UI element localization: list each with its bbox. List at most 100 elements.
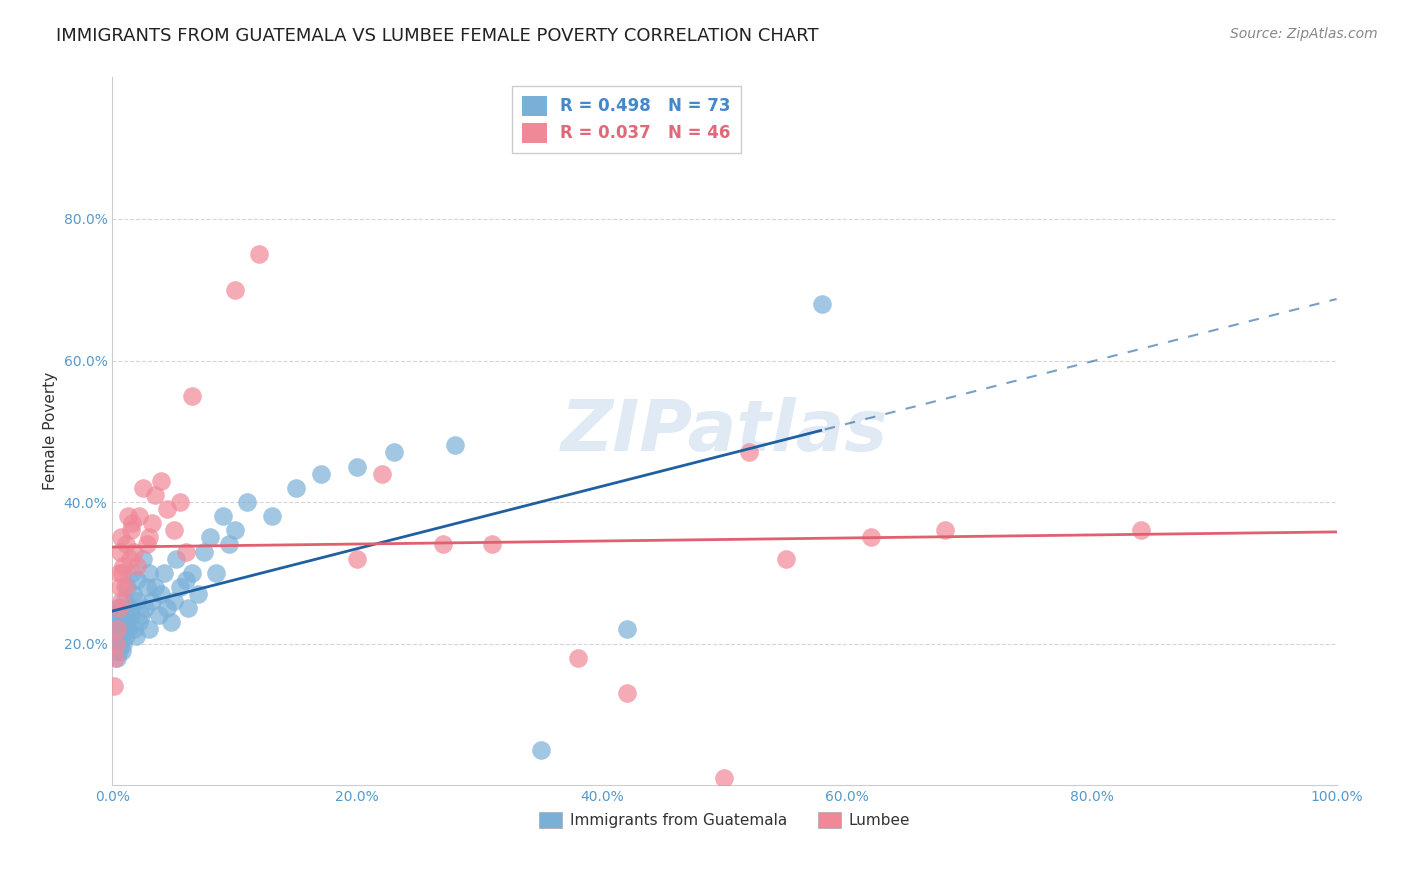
Point (444, 438, 467, 452)
Point (160, 615, 183, 630)
Point (382, 445, 405, 459)
Point (193, 544, 215, 558)
Point (153, 566, 176, 580)
Point (110, 530, 132, 544)
Point (143, 488, 166, 502)
Point (177, 601, 200, 615)
Point (224, 524, 246, 538)
Point (181, 566, 204, 580)
Point (124, 630, 146, 644)
Point (738, 445, 761, 459)
Point (247, 247, 270, 261)
Point (112, 623, 135, 637)
Point (181, 389, 204, 403)
Point (121, 566, 143, 580)
Point (121, 516, 143, 531)
Point (162, 594, 184, 608)
Point (124, 544, 146, 558)
Point (112, 636, 135, 650)
Text: Source: ZipAtlas.com: Source: ZipAtlas.com (1230, 27, 1378, 41)
Point (211, 509, 233, 524)
Point (120, 608, 142, 623)
Point (616, 686, 638, 700)
Point (107, 608, 129, 623)
Point (165, 551, 187, 566)
Point (111, 615, 134, 630)
Point (346, 459, 368, 474)
Point (150, 474, 173, 488)
Point (616, 623, 638, 637)
Point (110, 630, 132, 644)
Y-axis label: Female Poverty: Female Poverty (44, 372, 58, 491)
Point (236, 495, 259, 509)
Point (218, 537, 240, 551)
Point (224, 283, 246, 297)
Point (120, 524, 142, 538)
Point (169, 580, 191, 594)
Point (110, 594, 132, 608)
Point (111, 643, 134, 657)
Point (108, 580, 131, 594)
Point (135, 580, 157, 594)
Point (125, 573, 148, 587)
Point (104, 623, 127, 637)
Point (105, 636, 128, 650)
Point (128, 615, 150, 630)
Point (105, 615, 128, 630)
Point (114, 594, 136, 608)
Point (115, 615, 138, 630)
Point (107, 623, 129, 637)
Point (128, 509, 150, 524)
Point (530, 742, 553, 756)
Point (103, 679, 125, 693)
Point (111, 566, 134, 580)
Point (132, 481, 155, 495)
Point (141, 594, 163, 608)
Point (107, 601, 129, 615)
Point (105, 601, 128, 615)
Point (112, 558, 135, 573)
Point (811, 297, 834, 311)
Point (205, 566, 228, 580)
Point (135, 537, 157, 551)
Point (148, 608, 170, 623)
Point (115, 580, 138, 594)
Point (115, 630, 138, 644)
Point (114, 580, 136, 594)
Point (122, 587, 145, 601)
Point (105, 630, 128, 644)
Point (110, 623, 132, 637)
Point (260, 509, 283, 524)
Point (114, 608, 136, 623)
Point (174, 573, 197, 587)
Point (108, 636, 131, 650)
Point (104, 650, 127, 665)
Point (1129, 524, 1152, 538)
Point (105, 636, 128, 650)
Point (156, 502, 179, 516)
Point (285, 481, 308, 495)
Point (108, 630, 131, 644)
Point (432, 537, 454, 551)
Point (138, 623, 160, 637)
Point (138, 566, 160, 580)
Point (107, 636, 129, 650)
Point (200, 530, 222, 544)
Point (141, 516, 163, 531)
Point (105, 623, 128, 637)
Point (110, 601, 132, 615)
Point (104, 643, 127, 657)
Point (169, 495, 191, 509)
Point (103, 630, 125, 644)
Point (713, 771, 735, 785)
Point (174, 544, 197, 558)
Point (775, 551, 797, 566)
Point (124, 623, 146, 637)
Point (860, 530, 883, 544)
Point (108, 544, 131, 558)
Point (187, 587, 209, 601)
Point (125, 558, 148, 573)
Text: IMMIGRANTS FROM GUATEMALA VS LUMBEE FEMALE POVERTY CORRELATION CHART: IMMIGRANTS FROM GUATEMALA VS LUMBEE FEMA… (56, 27, 818, 45)
Point (118, 551, 141, 566)
Point (118, 601, 141, 615)
